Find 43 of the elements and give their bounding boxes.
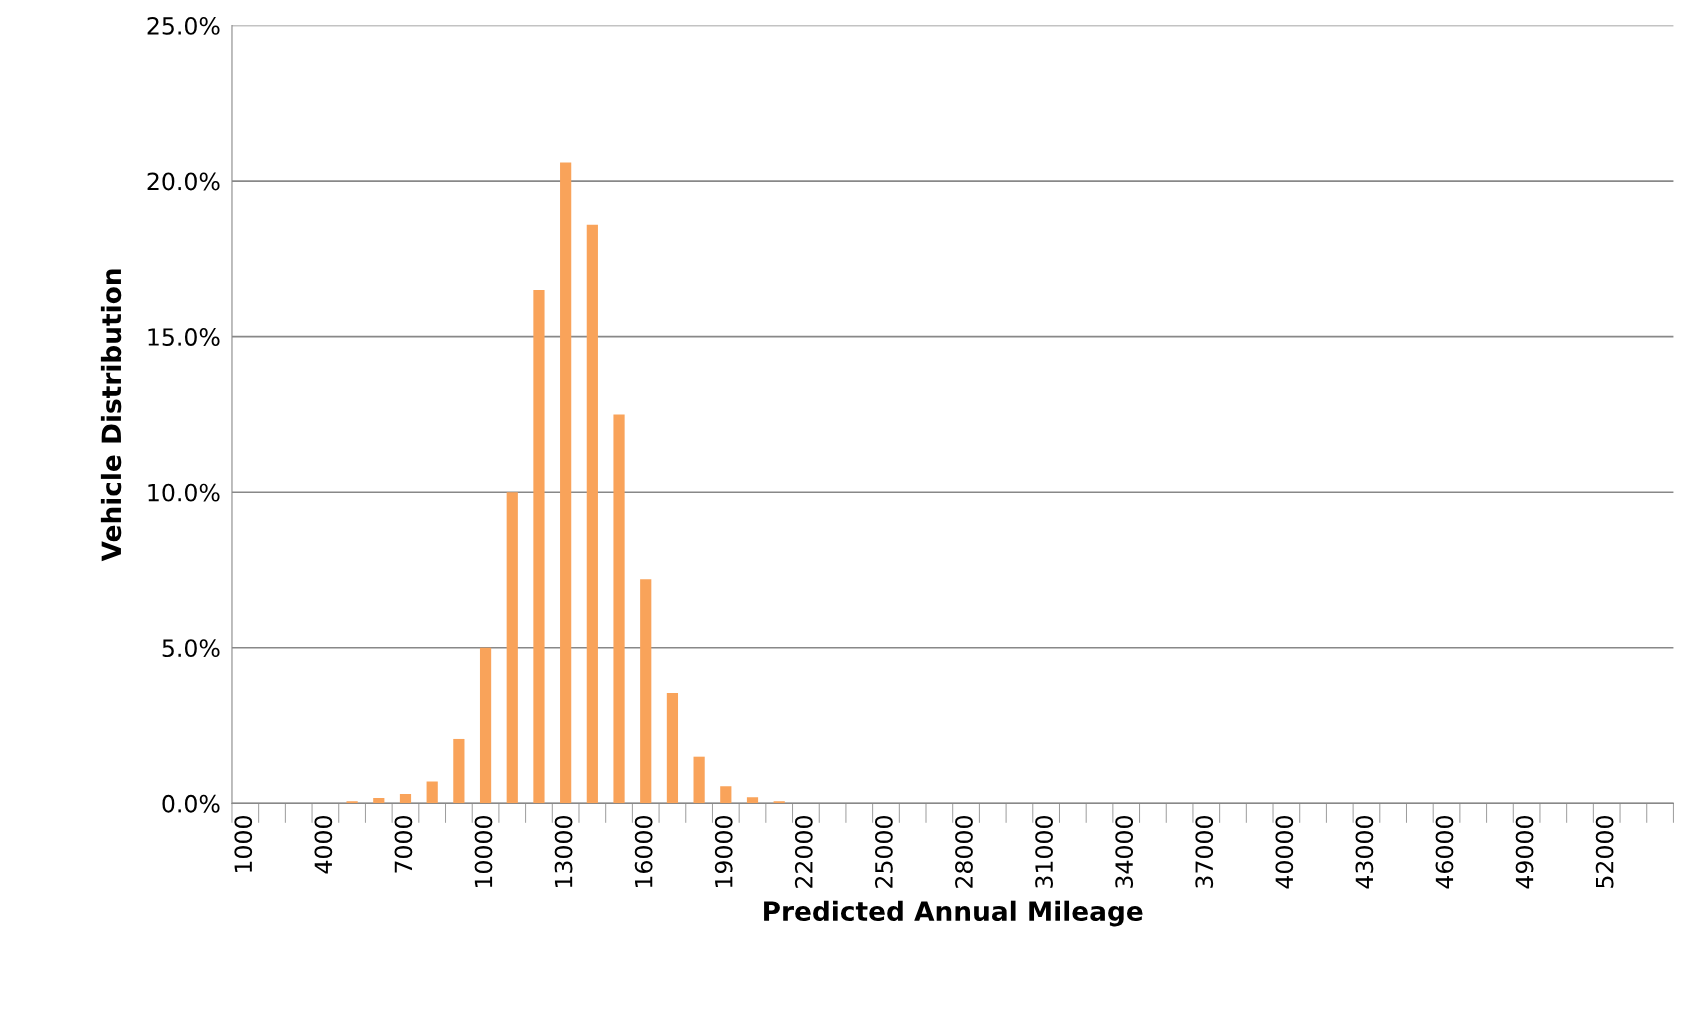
x-tick-label: 52000 [1595,816,1614,888]
x-axis-title: Predicted Annual Mileage [764,900,1143,927]
bar [399,794,412,804]
bar [346,801,358,804]
x-tick-label: 34000 [1115,816,1134,888]
bar [373,798,385,804]
x-tick-label: 4000 [314,816,333,874]
y-tick-label: 0.0% [162,794,220,813]
x-tick-label: 28000 [955,816,973,888]
bar [533,289,545,804]
bar [666,692,679,804]
y-tick-label: 5.0% [162,639,220,658]
bar [773,801,785,804]
bar [560,162,572,804]
x-tick-label: 31000 [1035,816,1053,888]
y-tick-label: 20.0% [147,172,220,191]
x-tick-label: 37000 [1195,816,1214,888]
bar [640,579,652,804]
x-tick-label: 46000 [1435,816,1454,889]
y-tick-label: 10.0% [148,483,220,502]
bar [746,797,759,804]
x-tick-label: 25000 [874,816,893,888]
x-tick-label: 43000 [1355,816,1374,889]
x-tick-label: 16000 [634,816,653,887]
bar [720,786,732,804]
x-tick-label: 13000 [554,816,573,887]
x-tick-label: 10000 [474,816,493,887]
bar [479,647,492,804]
y-tick-label: 25.0% [147,16,220,35]
x-tick-label: 1000 [234,816,253,872]
bar [586,224,598,804]
bar [613,414,625,804]
x-tick-label: 40000 [1275,816,1294,889]
bar [453,738,465,804]
x-tick-label: 49000 [1515,816,1534,889]
x-tick-label: 7000 [394,816,413,873]
y-tick-label: 15.0% [148,328,220,346]
x-tick-label: 22000 [794,816,813,888]
x-tick-label: 19000 [714,816,733,887]
bar [506,492,518,804]
y-axis-title: Vehicle Distribution [100,269,122,562]
bar [693,756,705,804]
bar [426,781,438,804]
